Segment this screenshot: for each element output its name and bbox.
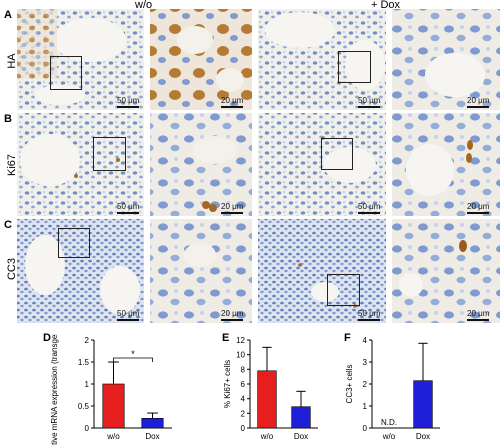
bar-dox bbox=[291, 406, 311, 429]
significance-bracket bbox=[113, 357, 153, 362]
scale-bar-ki67-without-high: 20 μm bbox=[221, 202, 244, 214]
scale-bar-ki67-dox-high: 20 μm bbox=[467, 202, 490, 214]
inset-box-cc3-dox bbox=[327, 274, 360, 306]
y-tick-label: 4 bbox=[363, 336, 368, 345]
x-tick-label: Dox bbox=[145, 432, 159, 441]
y-tick-label: 1 bbox=[363, 402, 368, 411]
x-tick-label: w/o bbox=[106, 432, 120, 441]
y-tick-label: 2 bbox=[85, 336, 90, 345]
value-label-nd: N.D. bbox=[381, 418, 397, 427]
y-tick-label: 4 bbox=[241, 395, 246, 404]
x-tick-label: w/o bbox=[382, 432, 396, 441]
panel-letter-b: B bbox=[4, 113, 12, 125]
y-tick-label: 12 bbox=[236, 336, 245, 345]
y-tick-label: 1 bbox=[85, 380, 90, 389]
micrograph-ha-without-high bbox=[150, 9, 252, 110]
chart-f-cc3-cells: 0 1 2 3 4 CC3+ cells N.D. w/o Dox bbox=[345, 336, 440, 441]
inset-box-ha-without bbox=[50, 56, 82, 90]
chart-e-ki67-cells: 0 2 4 6 8 10 12 % Ki67+ cells w/o Dox bbox=[223, 336, 318, 441]
column-title-without: w/o bbox=[135, 0, 153, 11]
y-tick-label: 10 bbox=[236, 351, 245, 360]
panel-letter-d: D bbox=[43, 332, 51, 344]
inset-box-ha-dox bbox=[338, 51, 371, 83]
bar-dox bbox=[413, 380, 433, 429]
panel-letter-e: E bbox=[222, 332, 230, 344]
x-tick-label: w/o bbox=[260, 432, 274, 441]
y-tick-label: 0 bbox=[363, 424, 368, 433]
scale-bar-cc3-without-low: 50 μm bbox=[117, 309, 140, 321]
y-axis-label: % Ki67+ cells bbox=[223, 360, 232, 408]
x-tick-label: Dox bbox=[294, 432, 308, 441]
y-tick-label: 3 bbox=[363, 358, 368, 367]
scale-bar-ha-without-low: 50 μm bbox=[117, 96, 140, 108]
significance-star: * bbox=[131, 349, 135, 359]
panel-letter-a: A bbox=[4, 9, 12, 21]
micrograph-cc3-without-high bbox=[150, 219, 252, 323]
inset-box-ki67-dox bbox=[321, 138, 353, 170]
panel-letter-f: F bbox=[344, 332, 351, 344]
micrograph-grid bbox=[17, 9, 500, 323]
y-tick-label: 1.5 bbox=[78, 358, 90, 367]
micrograph-ki67-without-high bbox=[150, 113, 252, 216]
bar-w-o bbox=[257, 370, 277, 429]
y-tick-label: 8 bbox=[241, 365, 246, 374]
bar-dox bbox=[141, 418, 164, 429]
y-axis-label: CC3+ cells bbox=[345, 365, 354, 404]
y-tick-label: 6 bbox=[241, 380, 246, 389]
y-tick-label: 2 bbox=[241, 409, 246, 418]
scale-bar-ha-dox-high: 20 μm bbox=[467, 96, 490, 108]
micrograph-cc3-dox-low bbox=[258, 219, 386, 323]
x-tick-label: Dox bbox=[416, 432, 430, 441]
y-tick-label: 0.5 bbox=[78, 402, 90, 411]
bar-w-o bbox=[102, 383, 125, 429]
scale-bar-ha-without-high: 20 μm bbox=[221, 96, 244, 108]
y-tick-label: 2 bbox=[363, 380, 368, 389]
scale-bar-ki67-without-low: 50 μm bbox=[117, 202, 140, 214]
panel-letter-c: C bbox=[4, 219, 12, 231]
scale-bar-cc3-without-high: 20 μm bbox=[221, 309, 244, 321]
scale-bar-cc3-dox-high: 20 μm bbox=[467, 309, 490, 321]
y-axis-label: Relative mRNA expression (transgene/28S) bbox=[50, 334, 59, 445]
y-tick-label: 0 bbox=[85, 424, 90, 433]
micrograph-cc3-dox-high bbox=[392, 219, 500, 323]
column-title-dox: + Dox bbox=[371, 0, 401, 11]
scale-bar-ha-dox-low: 50 μm bbox=[358, 96, 381, 108]
inset-box-ki67-without bbox=[93, 137, 126, 171]
scale-bar-ki67-dox-low: 50 μm bbox=[358, 202, 381, 214]
y-tick-label: 0 bbox=[241, 424, 246, 433]
chart-d-mrna-expression: 0 0.5 1 1.5 2 Relative mRNA expression (trans… bbox=[50, 334, 172, 445]
inset-box-cc3-without bbox=[58, 228, 90, 258]
scale-bar-cc3-dox-low: 50 μm bbox=[358, 309, 381, 321]
